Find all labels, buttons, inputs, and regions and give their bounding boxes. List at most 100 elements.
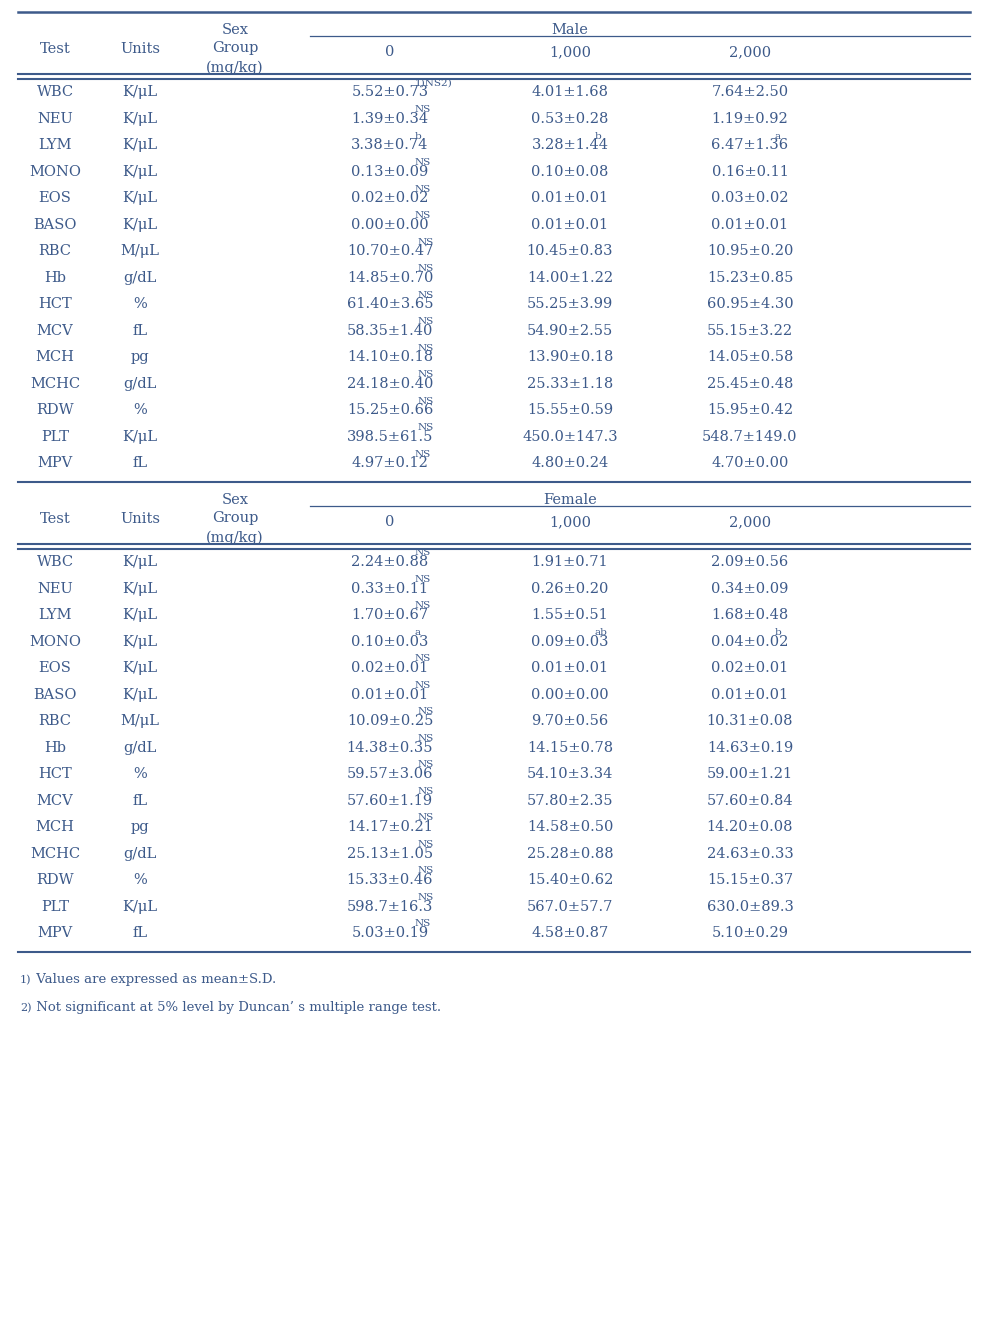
Text: %: % xyxy=(133,766,147,781)
Text: NS: NS xyxy=(417,291,434,300)
Text: 598.7±16.3: 598.7±16.3 xyxy=(347,900,434,913)
Text: Male: Male xyxy=(551,23,589,37)
Text: 15.25±0.66: 15.25±0.66 xyxy=(347,404,434,417)
Text: 5.10±0.29: 5.10±0.29 xyxy=(711,926,789,940)
Text: K/μL: K/μL xyxy=(123,635,158,649)
Text: NEU: NEU xyxy=(37,112,72,125)
Text: K/μL: K/μL xyxy=(123,429,158,444)
Text: 4.80±0.24: 4.80±0.24 xyxy=(531,456,609,471)
Text: 1,000: 1,000 xyxy=(549,515,591,529)
Text: NS: NS xyxy=(417,840,434,849)
Text: 0.01±0.01: 0.01±0.01 xyxy=(711,217,789,232)
Text: Group: Group xyxy=(212,41,259,55)
Text: 10.09±0.25: 10.09±0.25 xyxy=(347,714,434,728)
Text: 6.47±1.36: 6.47±1.36 xyxy=(711,139,789,152)
Text: K/μL: K/μL xyxy=(123,165,158,179)
Text: 55.15±3.22: 55.15±3.22 xyxy=(707,324,793,337)
Text: M/μL: M/μL xyxy=(121,714,160,728)
Text: HCT: HCT xyxy=(38,297,71,311)
Text: WBC: WBC xyxy=(36,85,73,99)
Text: 0.01±0.01: 0.01±0.01 xyxy=(351,688,429,701)
Text: 0: 0 xyxy=(385,45,394,59)
Text: 25.13±1.05: 25.13±1.05 xyxy=(347,846,433,861)
Text: Test: Test xyxy=(39,43,70,56)
Text: NS: NS xyxy=(414,601,431,611)
Text: PLT: PLT xyxy=(41,429,69,444)
Text: 1,000: 1,000 xyxy=(549,45,591,59)
Text: 10.31±0.08: 10.31±0.08 xyxy=(707,714,794,728)
Text: 1): 1) xyxy=(20,974,31,985)
Text: 2,000: 2,000 xyxy=(729,45,771,59)
Text: g/dL: g/dL xyxy=(124,271,157,285)
Text: 15.15±0.37: 15.15±0.37 xyxy=(707,873,793,886)
Text: %: % xyxy=(133,404,147,417)
Text: 14.20±0.08: 14.20±0.08 xyxy=(707,820,794,834)
Text: 25.45±0.48: 25.45±0.48 xyxy=(707,377,793,391)
Text: M/μL: M/μL xyxy=(121,244,160,259)
Text: 9.70±0.56: 9.70±0.56 xyxy=(531,714,609,728)
Text: Values are expressed as mean±S.D.: Values are expressed as mean±S.D. xyxy=(32,973,277,986)
Text: BASO: BASO xyxy=(33,688,76,701)
Text: 25.28±0.88: 25.28±0.88 xyxy=(527,846,614,861)
Text: 0.00±0.00: 0.00±0.00 xyxy=(351,217,429,232)
Text: HCT: HCT xyxy=(38,766,71,781)
Text: 15.23±0.85: 15.23±0.85 xyxy=(707,271,793,285)
Text: (mg/kg): (mg/kg) xyxy=(206,531,264,545)
Text: 0.10±0.03: 0.10±0.03 xyxy=(351,635,429,649)
Text: 0.01±0.01: 0.01±0.01 xyxy=(531,661,609,674)
Text: K/μL: K/μL xyxy=(123,112,158,125)
Text: ab: ab xyxy=(595,628,608,637)
Text: 3.38±0.74: 3.38±0.74 xyxy=(351,139,429,152)
Text: K/μL: K/μL xyxy=(123,555,158,569)
Text: K/μL: K/μL xyxy=(123,900,158,913)
Text: NS: NS xyxy=(417,813,434,822)
Text: MCH: MCH xyxy=(35,820,74,834)
Text: 57.60±0.84: 57.60±0.84 xyxy=(706,793,794,808)
Text: BASO: BASO xyxy=(33,217,76,232)
Text: 57.60±1.19: 57.60±1.19 xyxy=(347,793,433,808)
Text: 54.90±2.55: 54.90±2.55 xyxy=(527,324,613,337)
Text: MONO: MONO xyxy=(29,165,81,179)
Text: NS: NS xyxy=(414,211,431,220)
Text: Not significant at 5% level by Duncan’ s multiple range test.: Not significant at 5% level by Duncan’ s… xyxy=(32,1001,441,1014)
Text: 15.40±0.62: 15.40±0.62 xyxy=(527,873,614,886)
Text: 2,000: 2,000 xyxy=(729,515,771,529)
Text: 2): 2) xyxy=(20,1002,31,1013)
Text: 630.0±89.3: 630.0±89.3 xyxy=(706,900,794,913)
Text: 1.68±0.48: 1.68±0.48 xyxy=(711,608,789,623)
Text: 61.40±3.65: 61.40±3.65 xyxy=(347,297,434,311)
Text: 57.80±2.35: 57.80±2.35 xyxy=(527,793,614,808)
Text: 10.45±0.83: 10.45±0.83 xyxy=(527,244,614,259)
Text: NS: NS xyxy=(417,264,434,273)
Text: RDW: RDW xyxy=(36,404,73,417)
Text: NS: NS xyxy=(417,237,434,247)
Text: NS: NS xyxy=(414,449,431,459)
Text: RDW: RDW xyxy=(36,873,73,886)
Text: NS: NS xyxy=(417,371,434,379)
Text: NS: NS xyxy=(414,159,431,167)
Text: NS: NS xyxy=(417,893,434,902)
Text: 0.00±0.00: 0.00±0.00 xyxy=(531,688,609,701)
Text: a: a xyxy=(414,628,421,637)
Text: 14.58±0.50: 14.58±0.50 xyxy=(527,820,614,834)
Text: NS: NS xyxy=(414,655,431,664)
Text: LYM: LYM xyxy=(38,608,71,623)
Text: 3.28±1.44: 3.28±1.44 xyxy=(531,139,609,152)
Text: 15.55±0.59: 15.55±0.59 xyxy=(527,404,613,417)
Text: a: a xyxy=(775,132,781,140)
Text: Sex: Sex xyxy=(221,493,248,507)
Text: 0: 0 xyxy=(385,515,394,529)
Text: 2.09±0.56: 2.09±0.56 xyxy=(711,555,789,569)
Text: fL: fL xyxy=(133,324,148,337)
Text: Test: Test xyxy=(39,512,70,525)
Text: (mg/kg): (mg/kg) xyxy=(206,61,264,75)
Text: 25.33±1.18: 25.33±1.18 xyxy=(527,377,613,391)
Text: 567.0±57.7: 567.0±57.7 xyxy=(527,900,614,913)
Text: b: b xyxy=(595,132,602,140)
Text: Hb: Hb xyxy=(44,271,66,285)
Text: K/μL: K/μL xyxy=(123,661,158,674)
Text: 24.18±0.40: 24.18±0.40 xyxy=(347,377,434,391)
Text: 1.55±0.51: 1.55±0.51 xyxy=(531,608,609,623)
Text: 14.05±0.58: 14.05±0.58 xyxy=(707,351,793,364)
Text: MONO: MONO xyxy=(29,635,81,649)
